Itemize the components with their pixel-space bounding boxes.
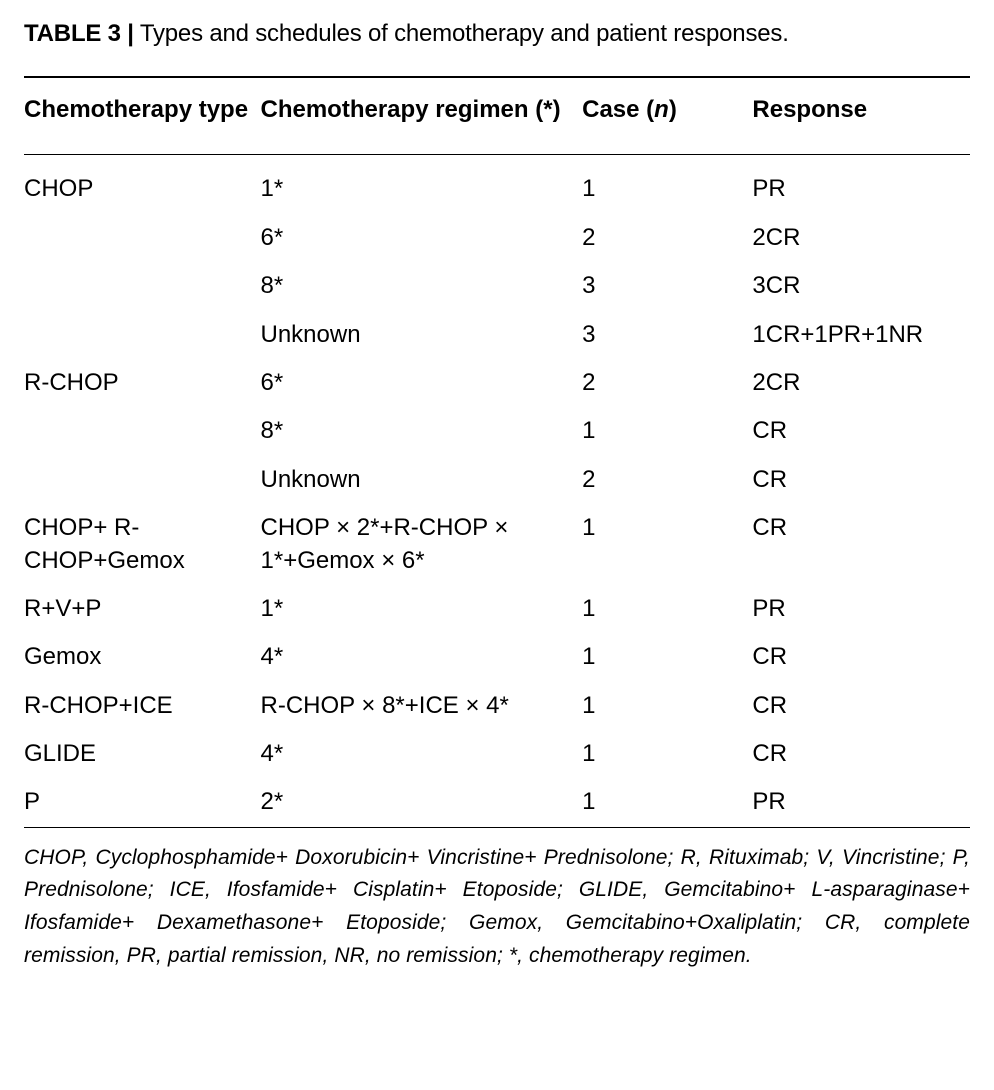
cell-type: R-CHOP — [24, 359, 261, 407]
cell-regimen: 1* — [261, 585, 583, 633]
table-body: CHOP1*1PR6*22CR8*33CRUnknown31CR+1PR+1NR… — [24, 155, 970, 827]
cell-type: Gemox — [24, 633, 261, 681]
cell-regimen: Unknown — [261, 456, 583, 504]
cell-case: 1 — [582, 682, 752, 730]
header-row: Chemotherapy type Chemotherapy regimen (… — [24, 77, 970, 155]
cell-type — [24, 262, 261, 310]
cell-regimen: CHOP × 2*+R-CHOP × 1*+Gemox × 6* — [261, 504, 583, 585]
table-row: CHOP1*1PR — [24, 155, 970, 214]
cell-type: CHOP — [24, 155, 261, 214]
cell-response: 2CR — [752, 214, 970, 262]
col-regimen-prefix: Chemotherapy regimen ( — [261, 96, 544, 123]
cell-response: PR — [752, 778, 970, 827]
cell-type: GLIDE — [24, 730, 261, 778]
cell-case: 2 — [582, 359, 752, 407]
cell-type: CHOP+ R-CHOP+Gemox — [24, 504, 261, 585]
cell-case: 1 — [582, 504, 752, 585]
cell-response: PR — [752, 155, 970, 214]
cell-response: CR — [752, 682, 970, 730]
cell-regimen: 4* — [261, 633, 583, 681]
cell-case: 2 — [582, 456, 752, 504]
cell-case: 1 — [582, 155, 752, 214]
cell-regimen: R-CHOP × 8*+ICE × 4* — [261, 682, 583, 730]
cell-response: 2CR — [752, 359, 970, 407]
col-case-header: Case (n) — [582, 77, 752, 155]
cell-case: 1 — [582, 407, 752, 455]
table-row: 6*22CR — [24, 214, 970, 262]
table-row: Unknown2CR — [24, 456, 970, 504]
col-case-prefix: Case ( — [582, 96, 654, 123]
cell-response: CR — [752, 504, 970, 585]
cell-regimen: 6* — [261, 359, 583, 407]
cell-response: 3CR — [752, 262, 970, 310]
table-caption-text: Types and schedules of chemotherapy and … — [134, 20, 789, 47]
cell-type: R+V+P — [24, 585, 261, 633]
col-regimen-header: Chemotherapy regimen (*) — [261, 77, 583, 155]
cell-type: P — [24, 778, 261, 827]
col-regimen-suffix: ) — [553, 96, 561, 123]
table-row: 8*33CR — [24, 262, 970, 310]
cell-regimen: 4* — [261, 730, 583, 778]
cell-case: 3 — [582, 262, 752, 310]
table-row: GLIDE4*1CR — [24, 730, 970, 778]
col-case-suffix: ) — [669, 96, 677, 123]
cell-type — [24, 311, 261, 359]
cell-regimen: 6* — [261, 214, 583, 262]
cell-type: R-CHOP+ICE — [24, 682, 261, 730]
table-row: 8*1CR — [24, 407, 970, 455]
table-label: TABLE 3 | — [24, 20, 134, 47]
table-row: R-CHOP+ICER-CHOP × 8*+ICE × 4*1CR — [24, 682, 970, 730]
cell-type — [24, 214, 261, 262]
col-response-header: Response — [752, 77, 970, 155]
col-regimen-star: * — [543, 96, 552, 123]
cell-regimen: 8* — [261, 407, 583, 455]
col-type-header: Chemotherapy type — [24, 77, 261, 155]
cell-regimen: 1* — [261, 155, 583, 214]
cell-type — [24, 407, 261, 455]
cell-case: 1 — [582, 778, 752, 827]
cell-response: 1CR+1PR+1NR — [752, 311, 970, 359]
cell-regimen: Unknown — [261, 311, 583, 359]
table-row: Unknown31CR+1PR+1NR — [24, 311, 970, 359]
cell-response: PR — [752, 585, 970, 633]
cell-case: 2 — [582, 214, 752, 262]
cell-case: 1 — [582, 730, 752, 778]
table-row: R-CHOP6*22CR — [24, 359, 970, 407]
table-row: P2*1PR — [24, 778, 970, 827]
cell-case: 1 — [582, 585, 752, 633]
cell-type — [24, 456, 261, 504]
cell-regimen: 8* — [261, 262, 583, 310]
cell-response: CR — [752, 407, 970, 455]
table-caption: TABLE 3 | Types and schedules of chemoth… — [24, 20, 970, 48]
table-row: Gemox4*1CR — [24, 633, 970, 681]
table-footnote: CHOP, Cyclophosphamide+ Doxorubicin+ Vin… — [24, 842, 970, 972]
cell-response: CR — [752, 730, 970, 778]
col-case-n: n — [654, 96, 669, 123]
table-row: R+V+P1*1PR — [24, 585, 970, 633]
cell-regimen: 2* — [261, 778, 583, 827]
cell-case: 1 — [582, 633, 752, 681]
cell-response: CR — [752, 633, 970, 681]
cell-case: 3 — [582, 311, 752, 359]
cell-response: CR — [752, 456, 970, 504]
table-row: CHOP+ R-CHOP+GemoxCHOP × 2*+R-CHOP × 1*+… — [24, 504, 970, 585]
chemo-table: Chemotherapy type Chemotherapy regimen (… — [24, 76, 970, 828]
